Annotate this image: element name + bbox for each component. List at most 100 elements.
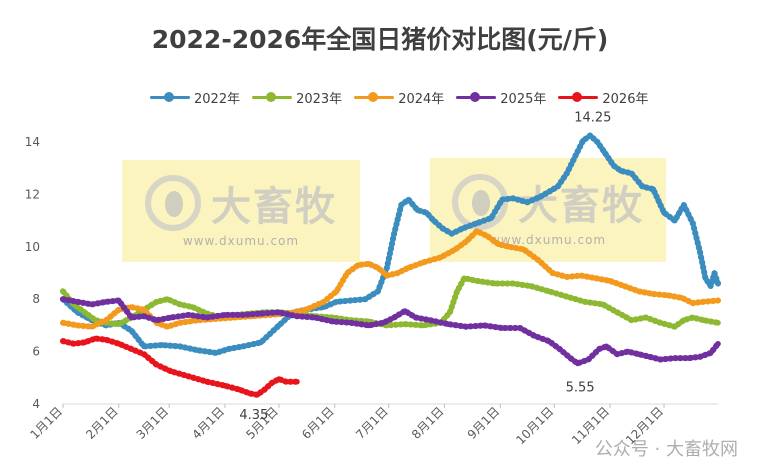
data-point bbox=[510, 195, 516, 202]
data-point bbox=[580, 137, 586, 144]
legend-item-2025[interactable]: 2025年 bbox=[456, 88, 546, 107]
data-point bbox=[254, 392, 261, 398]
data-point bbox=[715, 340, 721, 347]
data-point bbox=[420, 259, 426, 266]
data-point bbox=[268, 380, 275, 386]
x-tick-label: 10月1日 bbox=[513, 404, 556, 447]
x-tick-label: 2月1日 bbox=[83, 404, 121, 442]
data-point bbox=[164, 323, 171, 330]
data-point bbox=[366, 322, 372, 329]
data-point bbox=[430, 217, 437, 224]
data-point bbox=[81, 339, 88, 346]
data-point bbox=[690, 220, 696, 227]
data-point bbox=[312, 314, 318, 321]
data-point bbox=[204, 378, 210, 385]
legend-item-2022[interactable]: 2022年 bbox=[150, 88, 240, 107]
legend-item-2023[interactable]: 2023年 bbox=[252, 88, 342, 107]
data-point bbox=[461, 275, 468, 282]
data-point bbox=[445, 321, 451, 327]
chart-title: 2022-2026年全国日猪价对比图(元/斤) bbox=[151, 25, 609, 54]
data-point bbox=[625, 348, 631, 355]
data-point bbox=[594, 139, 601, 145]
data-point bbox=[697, 249, 703, 255]
data-point bbox=[454, 288, 460, 295]
x-tick-label: 9月1日 bbox=[465, 404, 503, 442]
data-point bbox=[556, 346, 563, 352]
data-point bbox=[115, 321, 122, 327]
series-2024年 bbox=[60, 228, 721, 330]
data-point bbox=[348, 319, 354, 326]
data-point bbox=[128, 314, 135, 321]
chart-legend: 2022年 2023年 2024年 2025年 2026年 bbox=[150, 86, 648, 108]
data-point bbox=[375, 288, 381, 295]
data-point bbox=[236, 386, 243, 393]
data-point bbox=[564, 170, 570, 177]
data-point bbox=[141, 313, 147, 320]
data-point bbox=[70, 340, 77, 347]
data-point bbox=[555, 183, 561, 190]
data-point bbox=[384, 272, 390, 279]
data-point bbox=[488, 215, 495, 221]
data-point bbox=[115, 306, 122, 313]
data-point bbox=[168, 368, 174, 375]
data-point bbox=[380, 319, 387, 326]
data-point bbox=[664, 292, 671, 299]
data-point bbox=[448, 230, 455, 237]
data-point bbox=[159, 342, 165, 348]
y-tick-label: 6 bbox=[32, 345, 40, 359]
data-point bbox=[164, 296, 171, 303]
data-point bbox=[103, 317, 109, 323]
data-label: 4.35 bbox=[239, 408, 268, 423]
data-point bbox=[646, 354, 653, 360]
data-point bbox=[715, 297, 721, 304]
data-point bbox=[103, 299, 109, 305]
data-point bbox=[643, 314, 649, 321]
data-point bbox=[402, 321, 408, 327]
data-point bbox=[708, 283, 714, 289]
data-point bbox=[702, 275, 709, 282]
data-point bbox=[546, 188, 552, 195]
data-point bbox=[564, 274, 570, 280]
legend-swatch-2023 bbox=[252, 91, 293, 103]
data-point bbox=[412, 314, 419, 321]
legend-item-2026[interactable]: 2026年 bbox=[558, 88, 648, 107]
data-point bbox=[177, 301, 183, 308]
series-group bbox=[60, 132, 721, 398]
data-point bbox=[484, 233, 491, 240]
y-tick-label: 8 bbox=[32, 292, 40, 306]
data-point bbox=[321, 299, 327, 305]
data-point bbox=[596, 346, 603, 352]
legend-item-2024[interactable]: 2024年 bbox=[354, 88, 444, 107]
data-point bbox=[690, 300, 696, 306]
data-point bbox=[366, 261, 372, 267]
data-point bbox=[240, 343, 246, 350]
data-point bbox=[546, 338, 552, 344]
data-point bbox=[344, 270, 351, 276]
data-point bbox=[423, 209, 430, 216]
data-point bbox=[115, 340, 122, 347]
data-point bbox=[362, 296, 369, 303]
legend-swatch-2025 bbox=[456, 91, 497, 103]
data-point bbox=[141, 306, 147, 313]
data-point bbox=[447, 309, 453, 316]
data-point bbox=[452, 246, 459, 253]
data-point bbox=[636, 288, 642, 295]
data-point bbox=[715, 280, 721, 287]
watermark-brand: 大畜牧 bbox=[211, 184, 337, 230]
data-point bbox=[348, 297, 354, 304]
data-point bbox=[463, 323, 469, 330]
series-2025年 bbox=[60, 296, 721, 367]
data-point bbox=[321, 304, 327, 310]
data-point bbox=[650, 291, 657, 297]
data-point bbox=[681, 202, 687, 208]
data-point bbox=[650, 186, 657, 192]
data-point bbox=[672, 217, 678, 224]
data-point bbox=[628, 170, 635, 177]
data-point bbox=[355, 262, 361, 268]
data-point bbox=[587, 132, 594, 139]
data-point bbox=[60, 338, 66, 344]
data-point bbox=[549, 270, 556, 276]
watermark-brand: 大畜牧 bbox=[518, 183, 644, 229]
data-point bbox=[686, 355, 693, 361]
